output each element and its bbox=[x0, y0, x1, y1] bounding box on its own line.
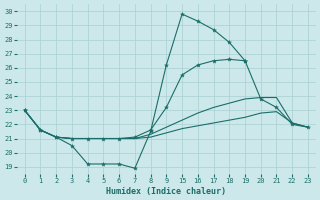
X-axis label: Humidex (Indice chaleur): Humidex (Indice chaleur) bbox=[106, 187, 226, 196]
